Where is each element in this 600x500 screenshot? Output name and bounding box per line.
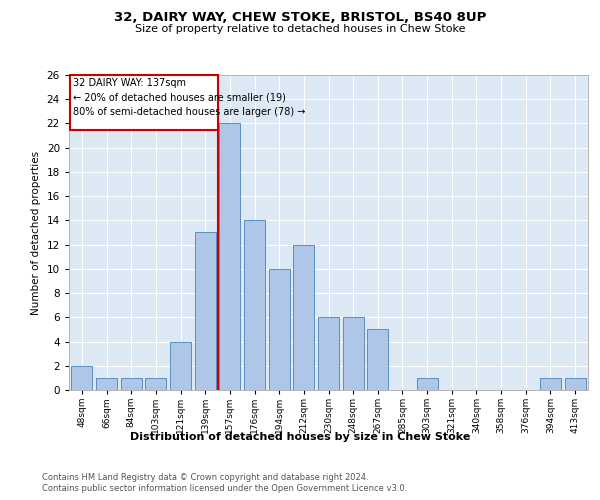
Bar <box>416 378 437 390</box>
Bar <box>121 378 142 390</box>
Text: 32 DAIRY WAY: 137sqm: 32 DAIRY WAY: 137sqm <box>73 78 186 88</box>
Bar <box>293 244 314 390</box>
Bar <box>170 342 191 390</box>
Text: Size of property relative to detached houses in Chew Stoke: Size of property relative to detached ho… <box>135 24 465 34</box>
Bar <box>96 378 117 390</box>
Bar <box>220 124 241 390</box>
Bar <box>540 378 561 390</box>
Bar <box>244 220 265 390</box>
Bar <box>71 366 92 390</box>
Bar <box>343 318 364 390</box>
Bar <box>367 330 388 390</box>
Bar <box>145 378 166 390</box>
Text: Contains HM Land Registry data © Crown copyright and database right 2024.: Contains HM Land Registry data © Crown c… <box>42 472 368 482</box>
Bar <box>565 378 586 390</box>
Bar <box>195 232 216 390</box>
Y-axis label: Number of detached properties: Number of detached properties <box>31 150 41 314</box>
FancyBboxPatch shape <box>70 75 218 130</box>
Text: Contains public sector information licensed under the Open Government Licence v3: Contains public sector information licen… <box>42 484 407 493</box>
Text: 32, DAIRY WAY, CHEW STOKE, BRISTOL, BS40 8UP: 32, DAIRY WAY, CHEW STOKE, BRISTOL, BS40… <box>114 11 486 24</box>
Text: 80% of semi-detached houses are larger (78) →: 80% of semi-detached houses are larger (… <box>73 107 305 117</box>
Text: ← 20% of detached houses are smaller (19): ← 20% of detached houses are smaller (19… <box>73 92 286 102</box>
Bar <box>318 318 339 390</box>
Bar <box>269 269 290 390</box>
Text: Distribution of detached houses by size in Chew Stoke: Distribution of detached houses by size … <box>130 432 470 442</box>
